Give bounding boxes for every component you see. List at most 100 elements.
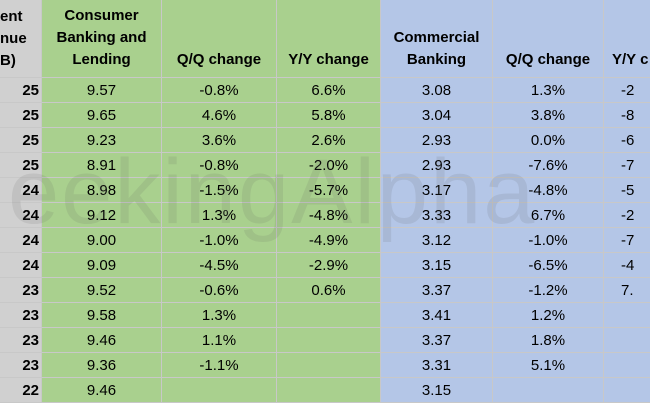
cell: 9.36	[42, 353, 162, 378]
cell: 5.1%	[493, 353, 604, 378]
cell: 0.0%	[493, 128, 604, 153]
cell	[277, 303, 381, 328]
header-text: ent	[0, 7, 23, 25]
row-label: 24	[0, 228, 42, 253]
cell: -0.8%	[162, 153, 277, 178]
cell: 9.58	[42, 303, 162, 328]
cell: 3.12	[381, 228, 493, 253]
cell: 1.1%	[162, 328, 277, 353]
row-label: 24	[0, 203, 42, 228]
cell	[604, 353, 650, 378]
cell: -4.8%	[493, 178, 604, 203]
row-label: 23	[0, 303, 42, 328]
cell: -0.8%	[162, 78, 277, 103]
cell: -1.2%	[493, 278, 604, 303]
header-cell: ent nue B)	[0, 0, 42, 78]
column-header: Q/Q change	[162, 0, 277, 78]
cell: 9.52	[42, 278, 162, 303]
row-label: 25	[0, 128, 42, 153]
cell: -4.8%	[277, 203, 381, 228]
row-label: 24	[0, 178, 42, 203]
cell: -7.6%	[493, 153, 604, 178]
cell	[604, 303, 650, 328]
cell: -1.1%	[162, 353, 277, 378]
cell: 1.3%	[162, 303, 277, 328]
cell: 4.6%	[162, 103, 277, 128]
cell: 3.04	[381, 103, 493, 128]
cell: 9.46	[42, 328, 162, 353]
cell: 2.93	[381, 128, 493, 153]
cell: 3.17	[381, 178, 493, 203]
cell: 3.37	[381, 278, 493, 303]
cell: -4.5%	[162, 253, 277, 278]
cell	[162, 378, 277, 403]
cell: -6.5%	[493, 253, 604, 278]
cell	[277, 328, 381, 353]
row-label: 23	[0, 353, 42, 378]
cell: 3.31	[381, 353, 493, 378]
cell: -0.6%	[162, 278, 277, 303]
cell: -1.0%	[493, 228, 604, 253]
cell: 1.2%	[493, 303, 604, 328]
cell: 8.98	[42, 178, 162, 203]
column-header: Commercial Banking	[381, 0, 493, 78]
row-label: 25	[0, 103, 42, 128]
cell: 9.57	[42, 78, 162, 103]
cell: -4	[604, 253, 650, 278]
cell: 5.8%	[277, 103, 381, 128]
cell: -2.9%	[277, 253, 381, 278]
cell: 9.46	[42, 378, 162, 403]
cell: 3.41	[381, 303, 493, 328]
row-label: 24	[0, 253, 42, 278]
cell: -6	[604, 128, 650, 153]
cell: 9.12	[42, 203, 162, 228]
row-label: 25	[0, 153, 42, 178]
cell	[277, 353, 381, 378]
cell: 0.6%	[277, 278, 381, 303]
cell: -5	[604, 178, 650, 203]
cell: -7	[604, 228, 650, 253]
cell: -8	[604, 103, 650, 128]
header-text: B)	[0, 51, 16, 69]
cell: 3.15	[381, 378, 493, 403]
column-header: Y/Y c	[604, 0, 650, 78]
cell: -2	[604, 78, 650, 103]
cell	[604, 328, 650, 353]
row-label: 22	[0, 378, 42, 403]
cell: 1.3%	[162, 203, 277, 228]
cell: 2.93	[381, 153, 493, 178]
cell: 6.6%	[277, 78, 381, 103]
cell: 3.33	[381, 203, 493, 228]
cell: -2	[604, 203, 650, 228]
cell: -1.5%	[162, 178, 277, 203]
header-text: nue	[0, 29, 27, 47]
cell: 3.37	[381, 328, 493, 353]
cell	[604, 378, 650, 403]
cell: 9.00	[42, 228, 162, 253]
cell: -4.9%	[277, 228, 381, 253]
cell: -7	[604, 153, 650, 178]
row-label: 23	[0, 278, 42, 303]
cell: 2.6%	[277, 128, 381, 153]
column-header: Q/Q change	[493, 0, 604, 78]
cell: 6.7%	[493, 203, 604, 228]
cell	[493, 378, 604, 403]
row-label: 23	[0, 328, 42, 353]
cell: 3.15	[381, 253, 493, 278]
cell: 7.	[604, 278, 650, 303]
cell: 9.65	[42, 103, 162, 128]
cell: 8.91	[42, 153, 162, 178]
row-label: 25	[0, 78, 42, 103]
cell: 9.09	[42, 253, 162, 278]
cell: 3.08	[381, 78, 493, 103]
cell: 3.8%	[493, 103, 604, 128]
column-header: Y/Y change	[277, 0, 381, 78]
cell: 1.8%	[493, 328, 604, 353]
cell: 1.3%	[493, 78, 604, 103]
column-header: Consumer Banking and Lending	[42, 0, 162, 78]
cell: 9.23	[42, 128, 162, 153]
cell: -2.0%	[277, 153, 381, 178]
cell: -1.0%	[162, 228, 277, 253]
